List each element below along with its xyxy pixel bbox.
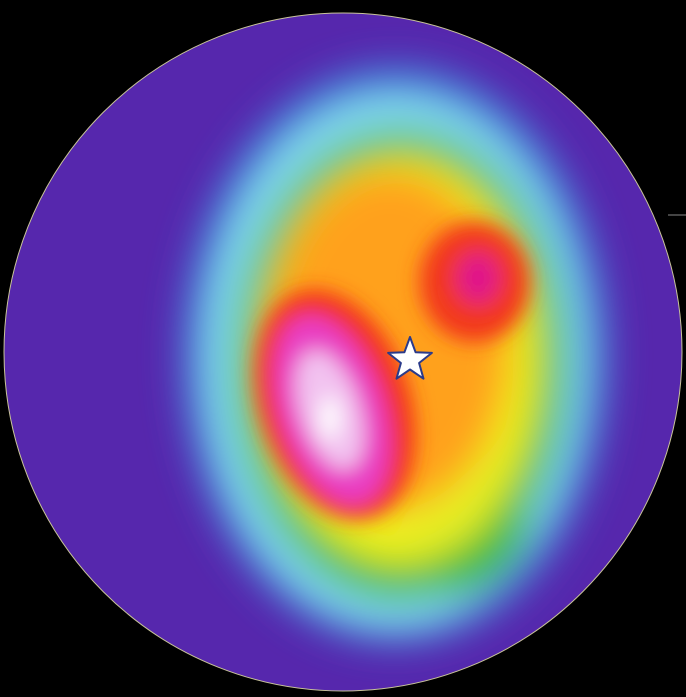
star-marker — [387, 336, 433, 380]
blob-white — [320, 396, 340, 440]
disc-outline — [3, 12, 683, 692]
blob-magenta-right — [456, 252, 500, 304]
map-layers — [4, 13, 682, 691]
core-blobs — [254, 222, 530, 520]
